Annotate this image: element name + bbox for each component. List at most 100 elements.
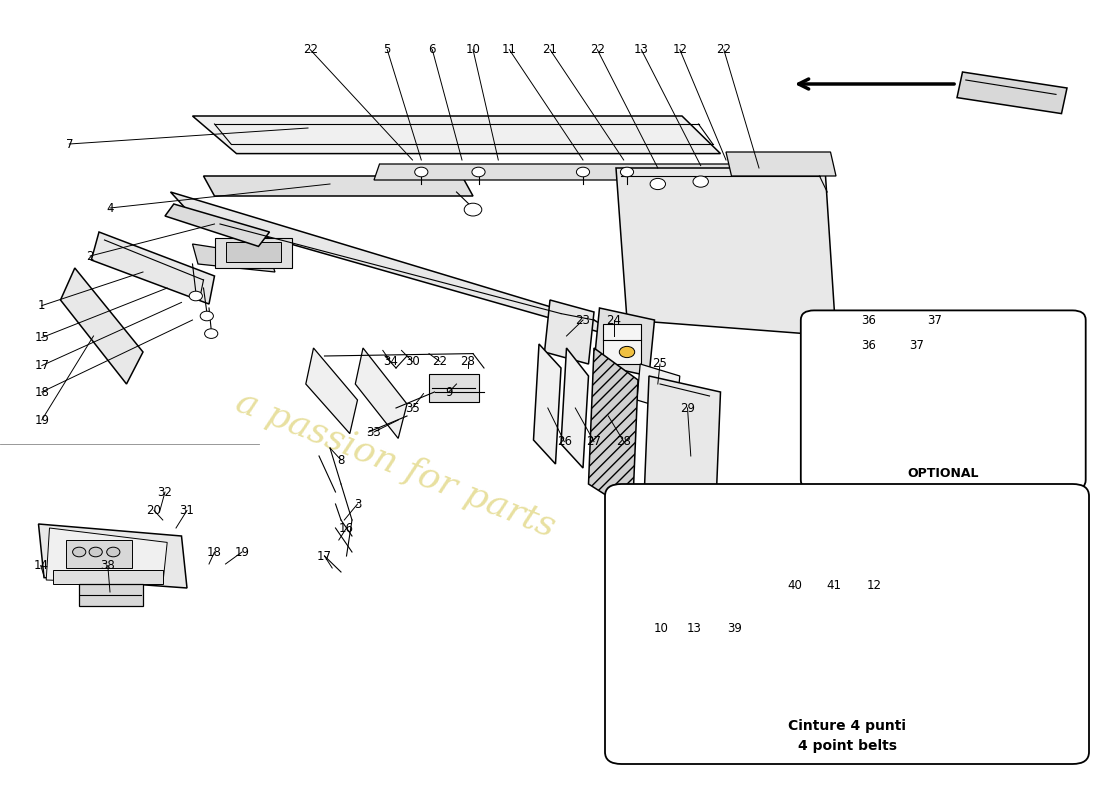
Text: 5: 5	[384, 43, 390, 56]
Circle shape	[472, 167, 485, 177]
Polygon shape	[544, 300, 594, 364]
Polygon shape	[306, 348, 358, 434]
FancyBboxPatch shape	[605, 484, 1089, 764]
Text: 31: 31	[179, 504, 195, 517]
Bar	[66, 540, 132, 568]
Text: OPTIONAL: OPTIONAL	[906, 467, 979, 480]
Text: 37: 37	[909, 339, 924, 352]
Polygon shape	[913, 342, 957, 376]
Polygon shape	[204, 176, 473, 196]
Polygon shape	[355, 348, 407, 438]
Circle shape	[73, 547, 86, 557]
Text: Cinture 4 punti: Cinture 4 punti	[788, 719, 906, 734]
Circle shape	[619, 346, 635, 358]
Text: 37: 37	[927, 314, 943, 326]
Polygon shape	[644, 376, 721, 528]
Circle shape	[693, 176, 708, 187]
Circle shape	[576, 167, 590, 177]
Text: 18: 18	[34, 386, 50, 398]
Text: 12: 12	[867, 579, 882, 592]
Circle shape	[205, 329, 218, 338]
Text: 28: 28	[460, 355, 475, 368]
Text: 11: 11	[502, 43, 517, 56]
Text: 24: 24	[606, 314, 621, 326]
Text: 21: 21	[542, 43, 558, 56]
Text: 4: 4	[107, 202, 113, 214]
Text: 2: 2	[87, 250, 94, 262]
Polygon shape	[91, 232, 214, 304]
Polygon shape	[192, 116, 720, 154]
Circle shape	[650, 178, 666, 190]
Bar	[53, 570, 163, 584]
Text: 36: 36	[861, 314, 877, 326]
Bar	[922, 352, 933, 368]
Text: 13: 13	[686, 622, 702, 634]
Circle shape	[107, 547, 120, 557]
Polygon shape	[637, 364, 680, 412]
Text: 22: 22	[590, 43, 605, 56]
Polygon shape	[170, 192, 627, 340]
Polygon shape	[847, 374, 869, 400]
Text: a passion for parts: a passion for parts	[231, 384, 561, 544]
Bar	[79, 584, 143, 606]
Text: 8: 8	[338, 454, 344, 466]
Polygon shape	[60, 268, 143, 384]
Text: 40: 40	[788, 579, 803, 592]
Ellipse shape	[1000, 654, 1024, 678]
Text: 36: 36	[861, 339, 877, 352]
Polygon shape	[616, 168, 836, 336]
Polygon shape	[847, 332, 880, 376]
Polygon shape	[165, 204, 270, 246]
Text: 10: 10	[653, 622, 669, 634]
Polygon shape	[588, 348, 638, 512]
Polygon shape	[940, 512, 1056, 706]
Text: 39: 39	[727, 622, 742, 634]
Text: 30: 30	[405, 355, 420, 368]
Text: 20: 20	[146, 504, 162, 517]
Text: 14: 14	[33, 559, 48, 572]
Text: 22: 22	[302, 43, 318, 56]
Text: 26: 26	[557, 435, 572, 448]
Text: 4 point belts: 4 point belts	[798, 738, 896, 753]
Circle shape	[620, 167, 634, 177]
Ellipse shape	[747, 614, 771, 637]
Text: 19: 19	[234, 546, 250, 558]
Circle shape	[89, 547, 102, 557]
Circle shape	[845, 382, 867, 398]
Text: 18: 18	[207, 546, 222, 558]
Polygon shape	[374, 164, 754, 180]
Bar	[429, 374, 478, 402]
Circle shape	[464, 203, 482, 216]
Ellipse shape	[802, 614, 826, 637]
Text: 35: 35	[405, 402, 420, 414]
Text: 16: 16	[339, 522, 354, 534]
Text: 1: 1	[39, 299, 45, 312]
Text: 13: 13	[634, 43, 649, 56]
Polygon shape	[46, 528, 167, 584]
Text: 7: 7	[66, 138, 73, 150]
Polygon shape	[957, 72, 1067, 114]
Polygon shape	[192, 244, 275, 272]
FancyBboxPatch shape	[801, 310, 1086, 490]
Text: 17: 17	[317, 550, 332, 562]
Text: 19: 19	[34, 414, 50, 426]
Text: 15: 15	[34, 331, 50, 344]
Text: 22: 22	[716, 43, 732, 56]
Text: 12: 12	[672, 43, 688, 56]
Text: 23: 23	[575, 314, 591, 326]
Circle shape	[415, 167, 428, 177]
Polygon shape	[561, 348, 588, 468]
Text: 28: 28	[616, 435, 631, 448]
Circle shape	[189, 291, 202, 301]
Text: 6: 6	[429, 43, 436, 56]
Text: 25: 25	[652, 358, 668, 370]
Text: 32: 32	[157, 486, 173, 498]
Circle shape	[200, 311, 213, 321]
Polygon shape	[671, 608, 957, 644]
Text: 3: 3	[354, 498, 361, 510]
Polygon shape	[594, 308, 654, 376]
Ellipse shape	[703, 614, 727, 637]
Text: 38: 38	[100, 559, 116, 572]
Text: 41: 41	[826, 579, 842, 592]
Polygon shape	[534, 344, 561, 464]
